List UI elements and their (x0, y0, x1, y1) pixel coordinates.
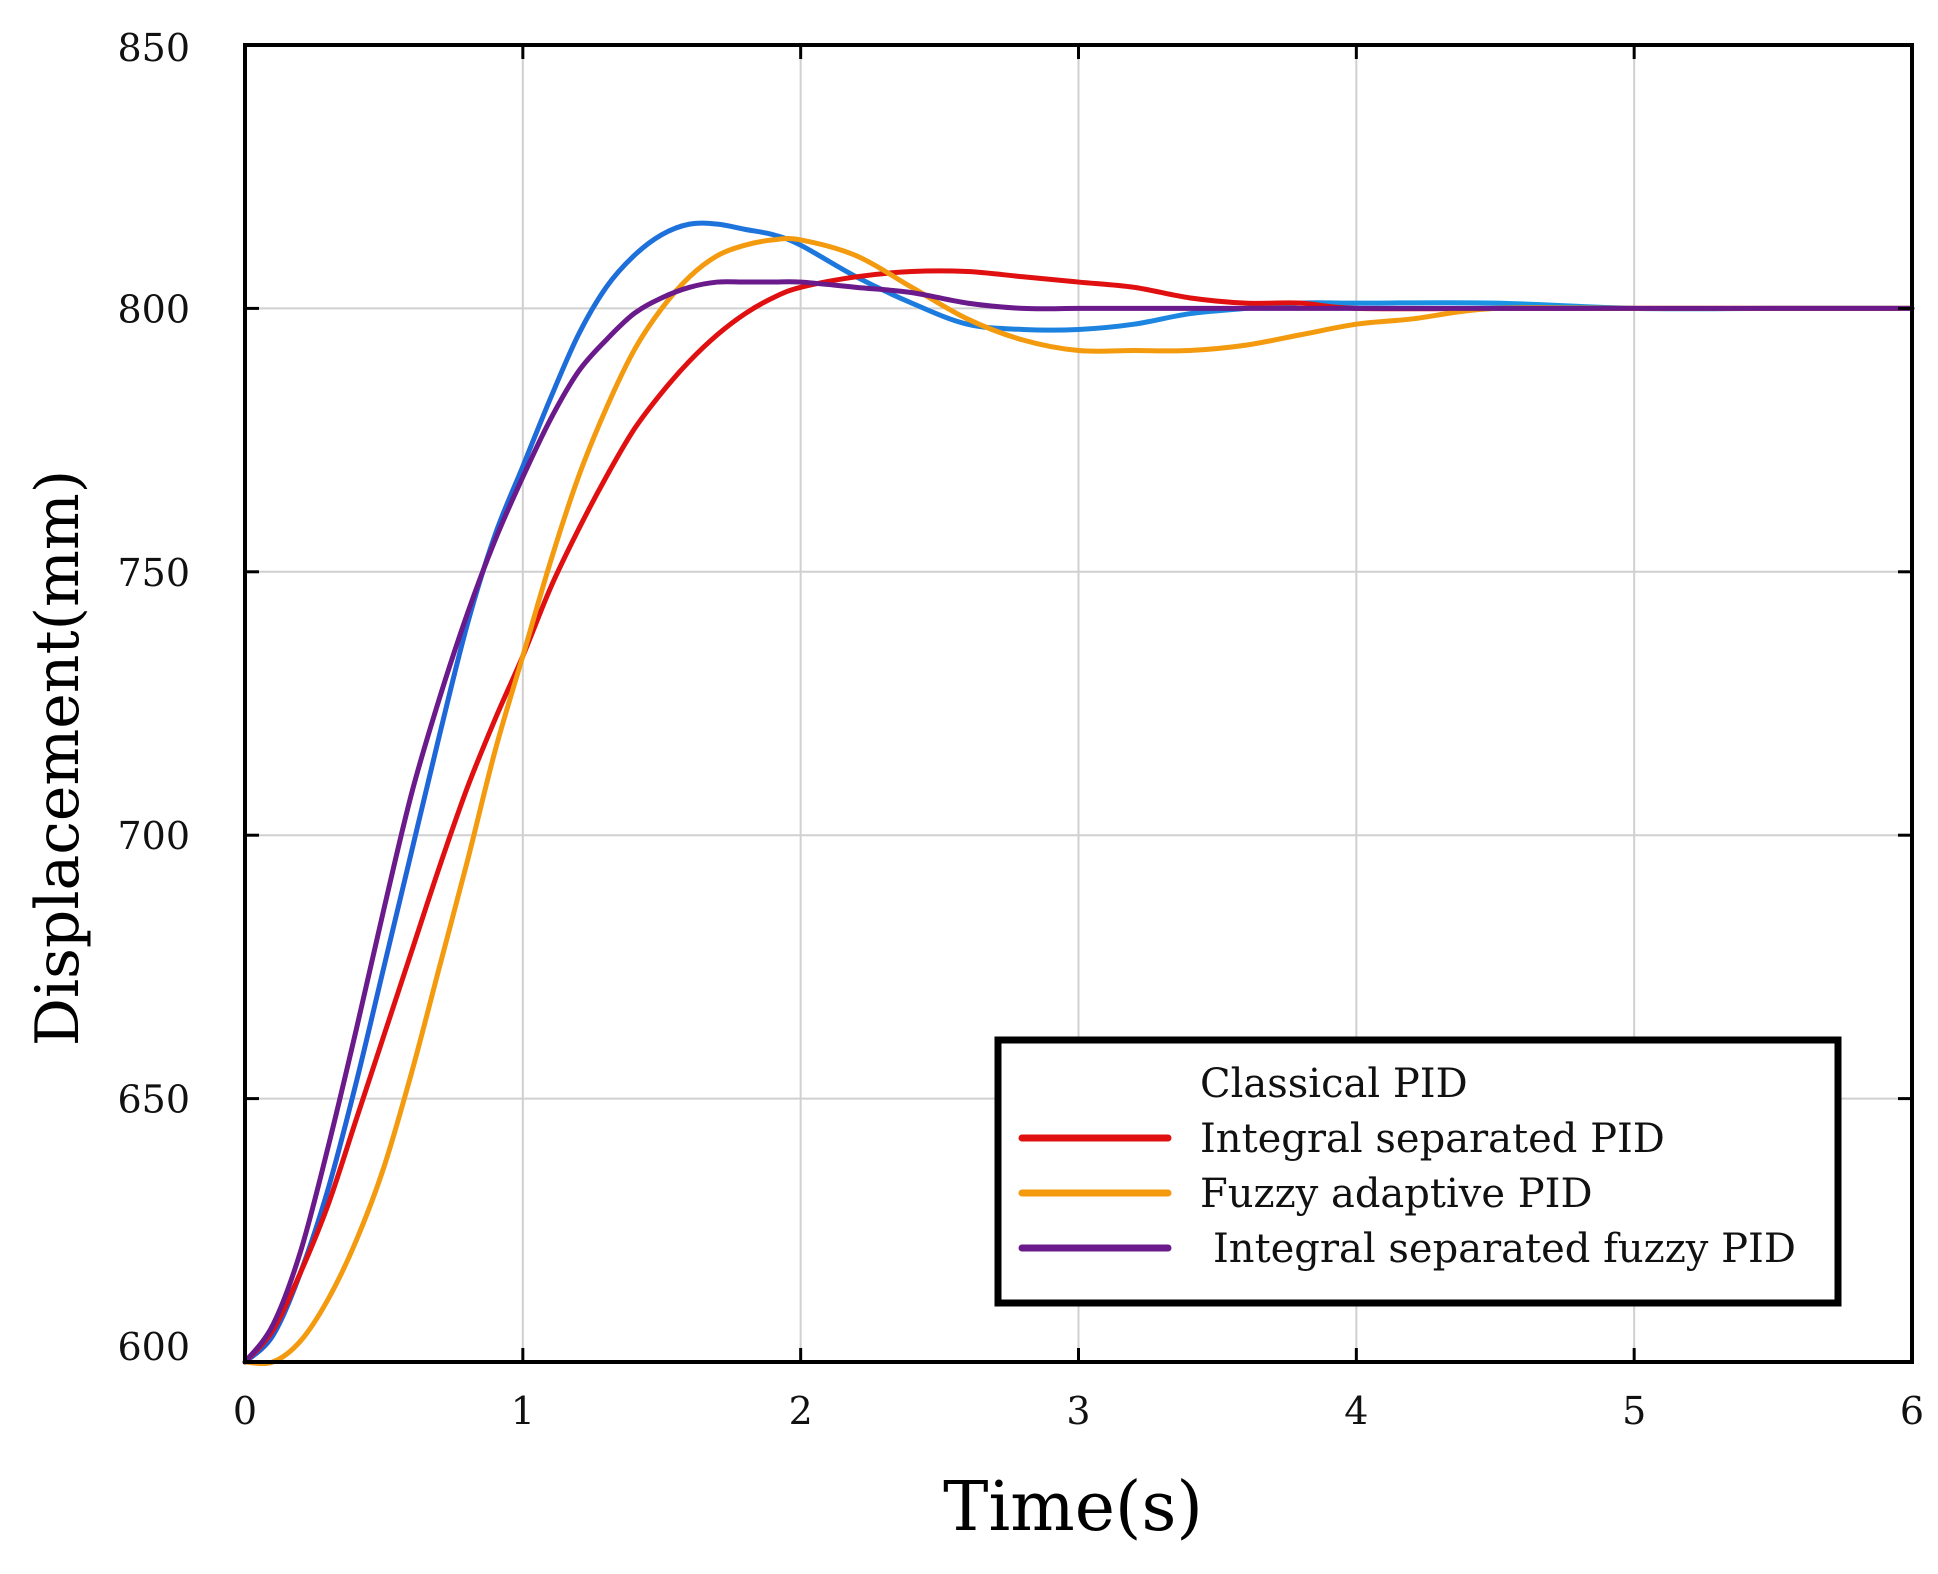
y-tick-label: 650 (117, 1078, 190, 1122)
x-tick-label: 2 (789, 1389, 813, 1433)
series-lines (242, 220, 1915, 1367)
legend-label-integral-separated-fuzzy-pid: Integral separated fuzzy PID (1213, 1226, 1796, 1272)
x-tick-label: 4 (1344, 1389, 1368, 1433)
legend-label-integral-separated-pid: Integral separated PID (1200, 1116, 1665, 1162)
series-line-fuzzy-adaptive-pid (242, 236, 1915, 1367)
legend-label-classical-pid: Classical PID (1200, 1061, 1468, 1107)
x-tick-label: 3 (1066, 1389, 1090, 1433)
y-tick-label: 750 (117, 551, 190, 595)
legend: Classical PID Integral separated PID Fuzzy… (994, 1036, 1842, 1307)
tick-marks (243, 43, 1914, 1364)
y-tick-label: 600 (117, 1325, 190, 1369)
series-line-integral-separated-fuzzy-pid (242, 279, 1915, 1365)
y-tick-labels: 600 650 700 750 800 850 (117, 26, 190, 1369)
x-axis-title: Time(s) (943, 1468, 1203, 1547)
x-tick-labels: 0 1 2 3 4 5 6 (233, 1389, 1924, 1433)
legend-label-fuzzy-adaptive-pid: Fuzzy adaptive PID (1200, 1171, 1593, 1217)
y-tick-label: 850 (117, 26, 190, 70)
x-tick-label: 6 (1900, 1389, 1924, 1433)
x-tick-label: 0 (233, 1389, 257, 1433)
x-tick-label: 5 (1622, 1389, 1646, 1433)
y-tick-label: 700 (117, 814, 190, 858)
x-tick-label: 1 (511, 1389, 535, 1433)
series-line-integral-separated-pid (242, 268, 1915, 1365)
y-axis-title: Displacement(mm) (23, 470, 93, 1046)
y-tick-label: 800 (117, 287, 190, 331)
